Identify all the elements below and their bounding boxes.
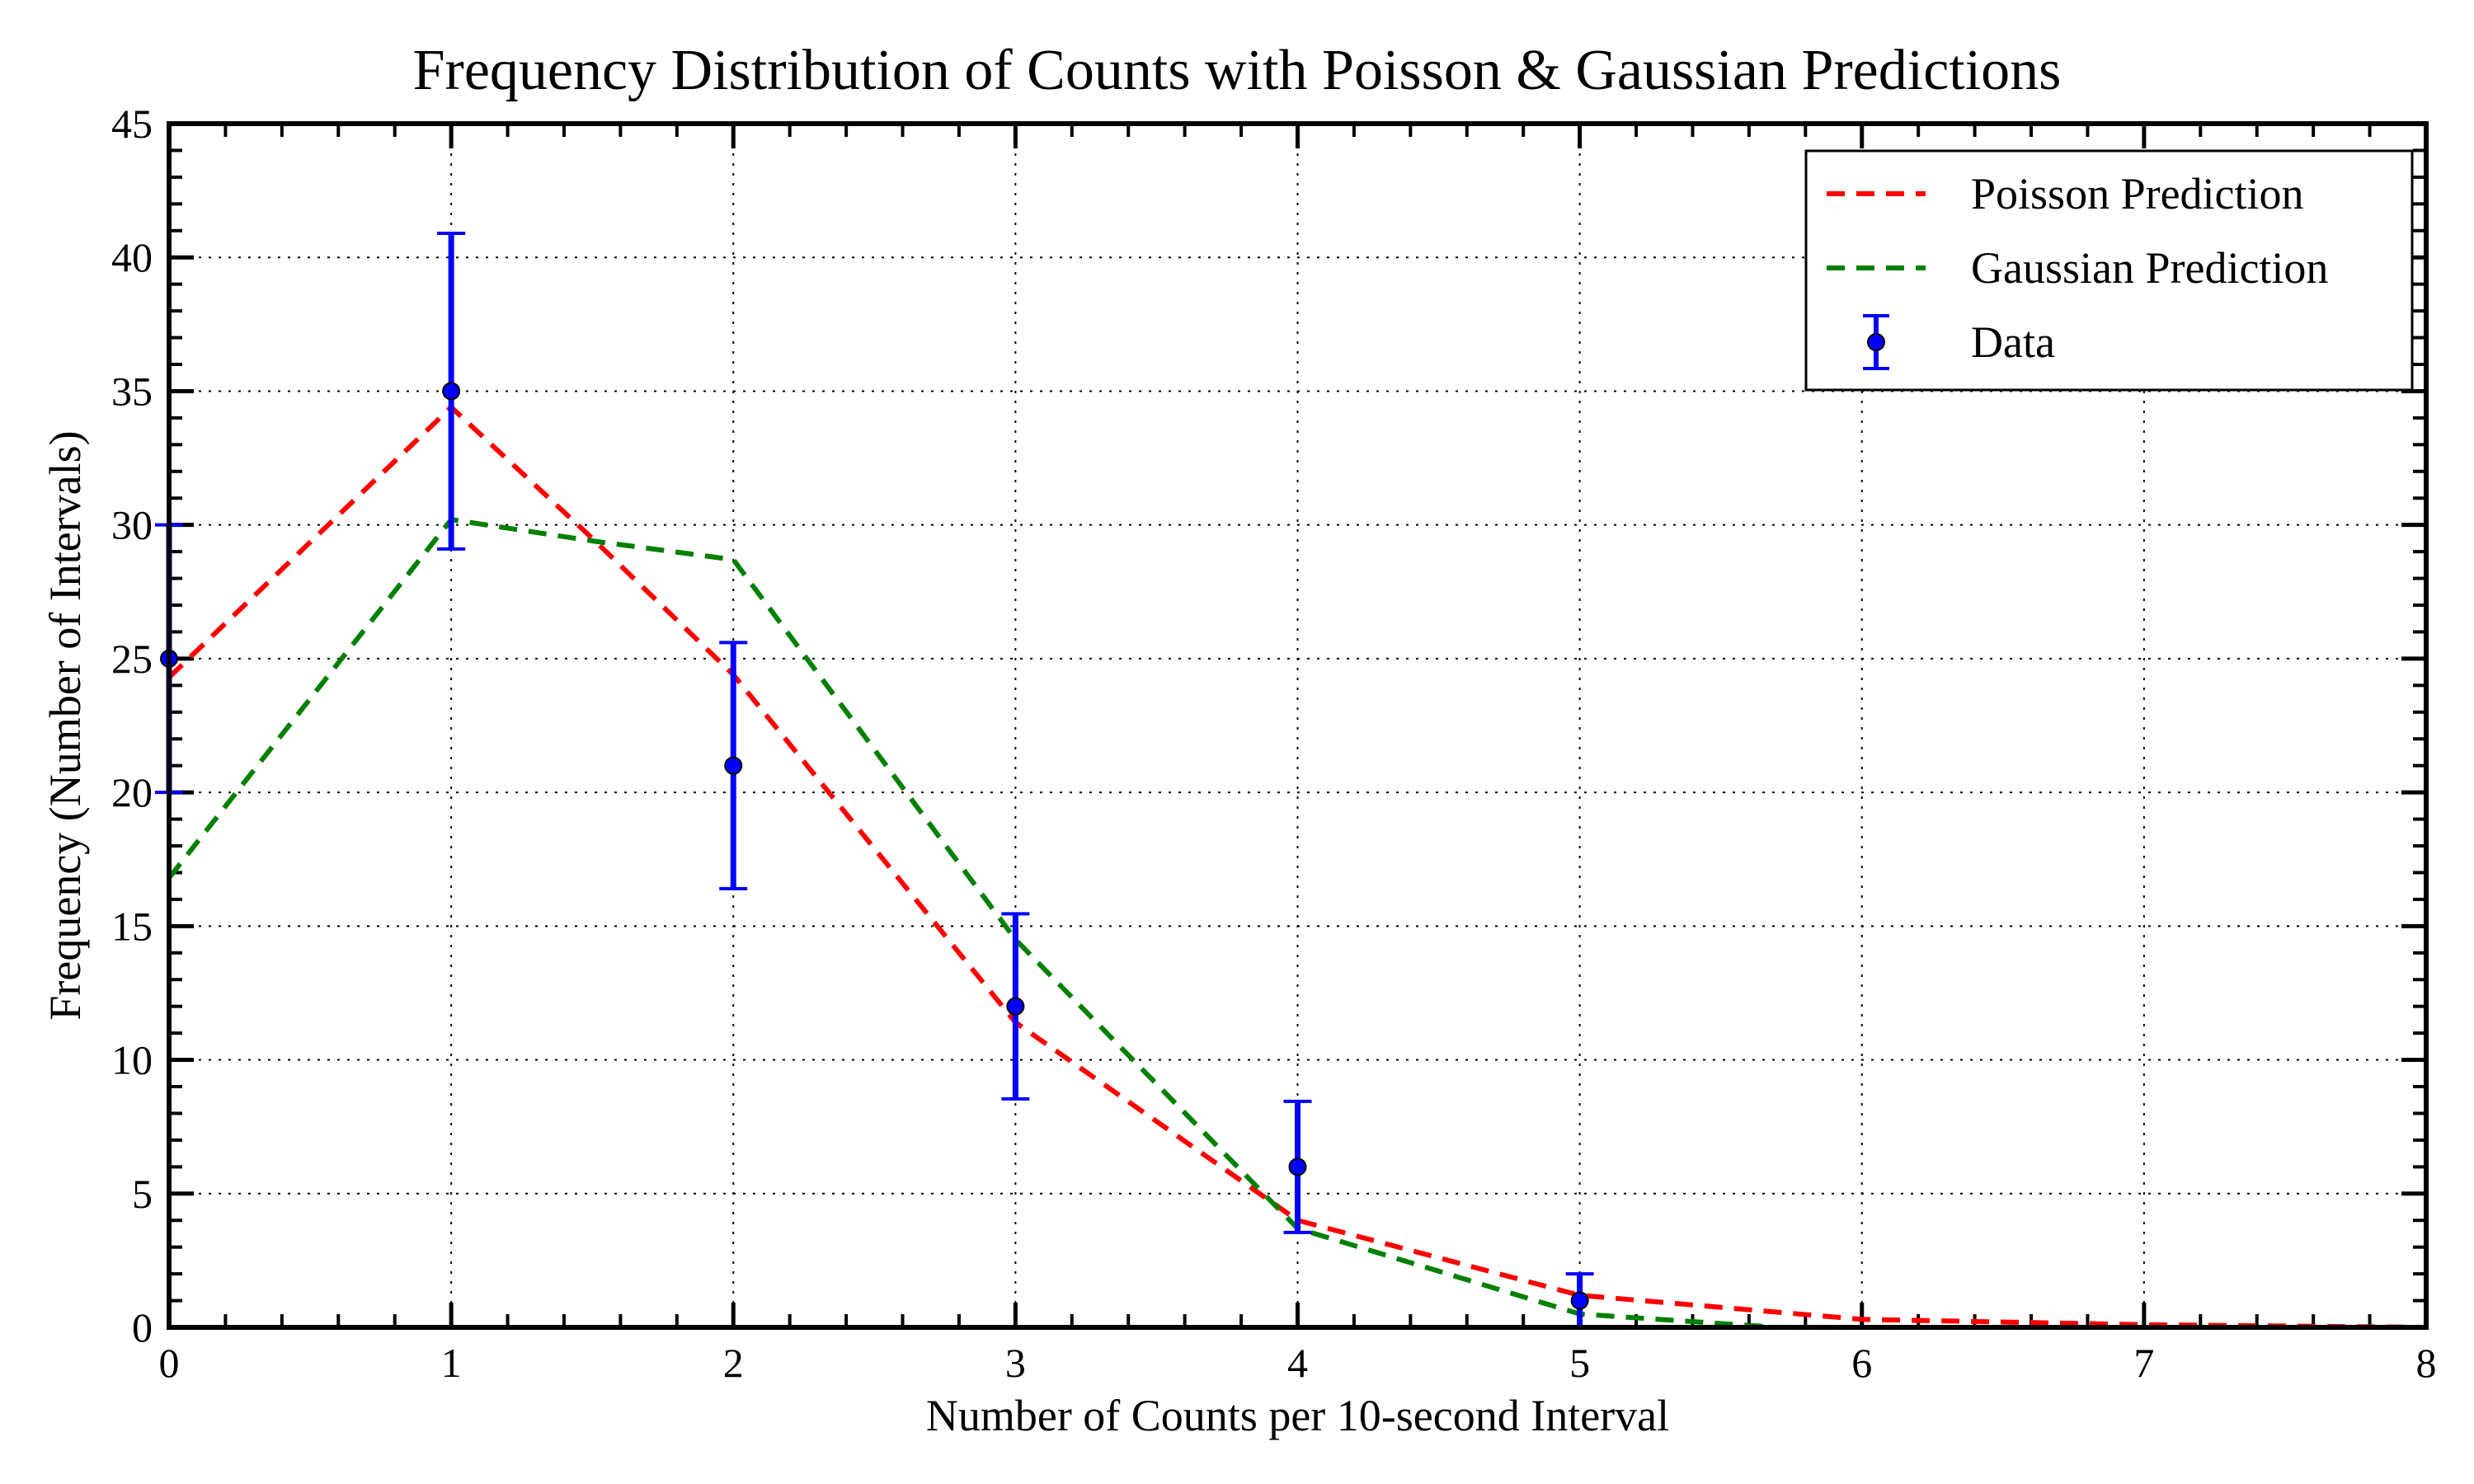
x-tick-label: 3 <box>1005 1340 1026 1386</box>
legend-label: Poisson Prediction <box>1971 169 2304 218</box>
y-tick-label: 0 <box>132 1304 153 1350</box>
x-tick-label: 6 <box>1851 1340 1872 1386</box>
data-series <box>155 232 1594 1329</box>
y-tick-label: 10 <box>111 1037 153 1083</box>
x-tick-label: 0 <box>159 1340 180 1386</box>
y-tick-label: 20 <box>111 769 153 815</box>
x-tick-label: 2 <box>723 1340 744 1386</box>
y-axis-label: Frequency (Number of Intervals) <box>40 430 90 1020</box>
series-line <box>167 403 2427 1330</box>
legend-swatch <box>1867 333 1885 351</box>
x-tick-label: 4 <box>1287 1340 1308 1386</box>
y-tick-label: 5 <box>132 1171 153 1217</box>
y-tick-label: 25 <box>111 636 153 682</box>
y-tick-label: 45 <box>111 101 153 147</box>
legend-label: Data <box>1971 317 2055 367</box>
data-point <box>1570 1291 1589 1310</box>
chart-title: Frequency Distribution of Counts with Po… <box>413 39 2062 102</box>
series-layer <box>155 232 2427 1330</box>
y-tick-label: 40 <box>111 234 153 280</box>
data-point <box>724 756 743 775</box>
y-tick-label: 30 <box>111 502 153 548</box>
x-tick-label: 8 <box>2416 1340 2437 1386</box>
x-axis-label: Number of Counts per 10-second Interval <box>926 1391 1669 1440</box>
y-tick-label: 15 <box>111 903 153 949</box>
legend-box <box>1804 149 2414 392</box>
legend: Poisson Prediction Gaussian Prediction Dat… <box>1804 149 2414 392</box>
grid <box>169 124 2426 1327</box>
data-point <box>1006 997 1025 1016</box>
x-tick-label: 1 <box>441 1340 462 1386</box>
x-tick-label: 5 <box>1569 1340 1590 1386</box>
data-point <box>1288 1158 1307 1176</box>
data-point <box>442 382 461 401</box>
legend-label: Gaussian Prediction <box>1971 243 2328 293</box>
plot-frame <box>167 121 2429 1330</box>
series-line <box>167 516 1778 1330</box>
x-tick-label: 7 <box>2133 1340 2154 1386</box>
y-tick-label: 35 <box>111 368 153 414</box>
